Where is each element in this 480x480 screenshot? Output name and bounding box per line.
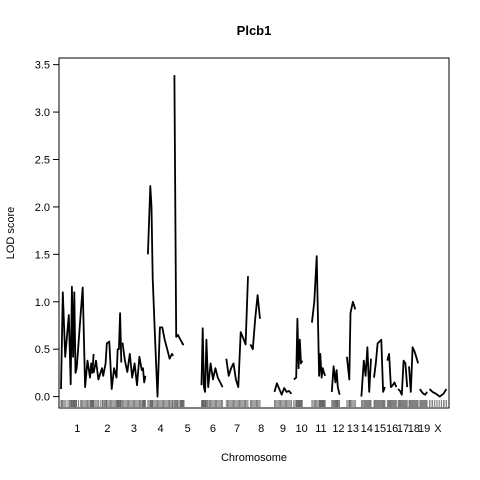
- lod-curve-chr11: [311, 255, 327, 379]
- chromosome-label: 6: [210, 423, 216, 435]
- chromosome-label: 7: [234, 423, 240, 435]
- y-tick-label: 0.5: [35, 344, 50, 356]
- chromosome-label: 11: [315, 423, 326, 435]
- chromosome-label: X: [434, 423, 442, 435]
- chromosome-label: 1: [74, 423, 80, 435]
- y-tick-label: 3.5: [35, 60, 50, 72]
- y-tick-label: 1.0: [35, 297, 50, 309]
- lod-curve-chr5: [173, 75, 184, 346]
- lod-curve-chr1: [60, 285, 95, 390]
- chromosome-label: 15: [374, 423, 386, 435]
- chromosome-label: 16: [386, 423, 398, 435]
- lod-curve-chr16: [386, 352, 398, 389]
- chromosome-label: 9: [280, 423, 286, 435]
- chromosome-label: 5: [185, 423, 191, 435]
- lod-curve-chr9: [273, 382, 293, 396]
- plot-frame: [58, 57, 450, 409]
- x-axis-label: Chromosome: [221, 452, 287, 464]
- chromosome-label: 8: [258, 423, 264, 435]
- chromosome-label: 19: [418, 423, 430, 435]
- lod-curve-chr17: [397, 359, 409, 396]
- chromosome-label: 3: [131, 423, 137, 435]
- lod-curve-chr3: [121, 342, 147, 387]
- chromosome-label: 10: [296, 423, 308, 435]
- lod-curve-chr2: [92, 312, 123, 390]
- y-tick-label: 2.5: [35, 154, 50, 166]
- lod-curve-chr12: [330, 365, 341, 395]
- lod-curve-chr14: [360, 346, 372, 397]
- chart-title: Plcb1: [237, 23, 272, 38]
- lod-curve-chr13: [346, 300, 357, 381]
- lod-curve-chr15: [373, 338, 386, 393]
- chromosome-label: 14: [361, 423, 373, 435]
- marker-rug: [60, 400, 447, 407]
- lod-curve-chr18: [408, 346, 419, 393]
- lod-curve-chr7: [225, 276, 249, 389]
- lod-curve-chr19: [419, 388, 428, 396]
- lod-curve-chr8: [249, 294, 261, 351]
- y-tick-label: 1.5: [35, 249, 50, 261]
- chromosome-label: 2: [104, 423, 110, 435]
- y-tick-label: 2.0: [35, 202, 50, 214]
- chromosome-label: 17: [397, 423, 409, 435]
- lod-curve-chr10: [293, 317, 304, 381]
- y-tick-label: 3.0: [35, 107, 50, 119]
- lod-curve-chrX: [428, 388, 448, 398]
- chromosome-label: 12: [332, 423, 344, 435]
- lod-curves: [60, 75, 448, 398]
- lod-curve-chr4: [147, 185, 174, 398]
- y-axis: 0.0 0.5 1.0 1.5 2.0 2.5 3.0 3.5: [35, 60, 59, 404]
- chromosome-label: 13: [347, 423, 359, 435]
- y-tick-label: 0.0: [35, 392, 50, 404]
- y-axis-label: LOD score: [5, 207, 17, 260]
- chromosome-label: 4: [157, 423, 163, 435]
- chromosome-label: 18: [408, 423, 420, 435]
- lod-curve-chr6: [200, 327, 224, 393]
